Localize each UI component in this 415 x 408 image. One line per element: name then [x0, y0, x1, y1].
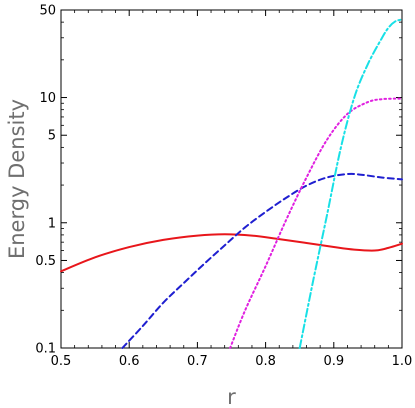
y-axis-title: Energy Density — [5, 99, 29, 259]
series-line-1 — [60, 233, 403, 273]
y-tick-label: 0.5 — [35, 254, 56, 269]
x-tick-label: 0.6 — [119, 354, 140, 369]
series-lines — [60, 18, 403, 349]
x-tick-label: 1.0 — [392, 354, 413, 369]
series-line-2 — [121, 172, 403, 349]
x-tick-label: 0.8 — [255, 354, 276, 369]
x-tick-label: 0.9 — [323, 354, 344, 369]
plot-frame — [60, 9, 403, 349]
axis-ticks — [60, 9, 403, 349]
series-line-4 — [298, 18, 403, 349]
y-tick-label: 50 — [39, 4, 56, 19]
y-tick-label: 10 — [39, 91, 56, 106]
x-axis-title: r — [227, 385, 236, 408]
y-tick-label: 0.1 — [35, 342, 56, 357]
y-tick-label: 1 — [48, 216, 56, 231]
x-tick-label: 0.7 — [187, 354, 208, 369]
series-line-3 — [229, 97, 403, 349]
x-tick-label: 0.5 — [51, 354, 72, 369]
y-tick-label: 5 — [48, 129, 56, 144]
